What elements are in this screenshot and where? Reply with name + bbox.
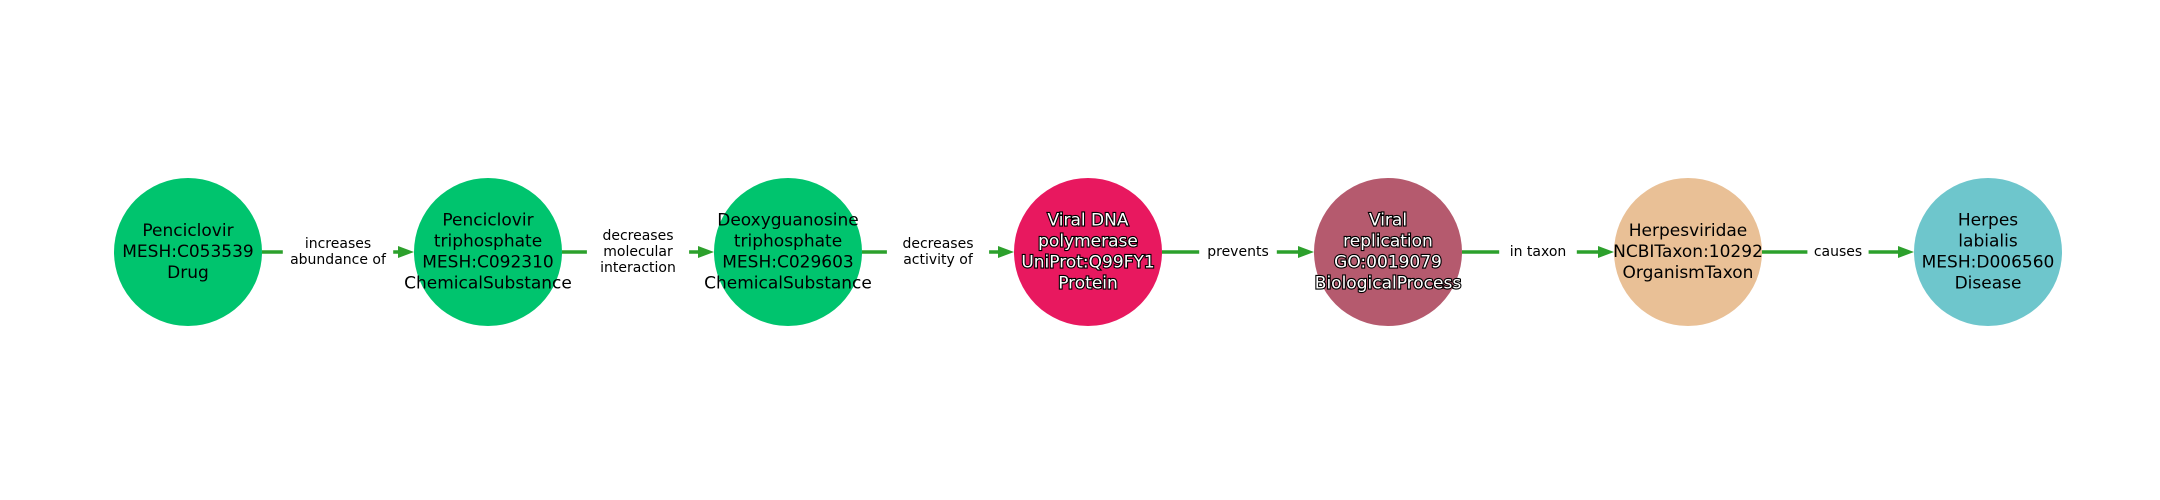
node-label-line: polymerase [1038,232,1138,252]
edge-label-line: prevents [1207,244,1269,260]
node-label-line: Penciclovir [142,221,233,241]
edge-arrowhead [1898,246,1914,258]
edge-label-line: molecular [603,244,673,260]
node-label-line: ChemicalSubstance [404,274,572,294]
node-label-line: NCBITaxon:10292 [1613,242,1763,262]
edge-label-line: increases [305,236,371,252]
node-label-line: Drug [167,263,209,283]
edge-label-line: activity of [903,252,974,268]
node-label-line: labialis [1958,232,2018,252]
node-label-line: OrganismTaxon [1623,263,1754,283]
node-label-line: Penciclovir [442,211,533,231]
edge-arrowhead [698,246,714,258]
node-label-line: UniProt:Q99FY1 [1021,253,1154,273]
edge-3: prevents [1162,241,1314,263]
node-label-line: MESH:C053539 [122,242,253,262]
edge-label-line: decreases [902,236,973,252]
node-label-line: triphosphate [434,232,542,252]
node-viral-replication[interactable]: ViralreplicationGO:0019079BiologicalProc… [1314,178,1462,326]
node-penciclovir-triphosphate[interactable]: PenciclovirtriphosphateMESH:C092310Chemi… [404,178,572,326]
edge-arrowhead [998,246,1014,258]
node-label-line: GO:0019079 [1334,253,1442,273]
node-label-line: MESH:C029603 [722,253,853,273]
edge-label-line: decreases [602,228,673,244]
node-deoxyguanosine-triphosphate[interactable]: DeoxyguanosinetriphosphateMESH:C029603Ch… [704,178,872,326]
node-herpesviridae[interactable]: HerpesviridaeNCBITaxon:10292OrganismTaxo… [1613,178,1763,326]
edge-arrowhead [398,246,414,258]
node-label-line: triphosphate [734,232,842,252]
edge-5: causes [1762,241,1914,263]
edge-4: in taxon [1462,241,1614,263]
node-label-line: Disease [1955,274,2022,294]
node-label-line: Herpes [1958,211,2018,231]
node-label-line: BiologicalProcess [1315,274,1462,294]
node-label-line: Protein [1058,274,1118,294]
edge-label-line: in taxon [1510,244,1567,260]
node-label-line: MESH:D006560 [1922,253,2055,273]
node-label-line: Herpesviridae [1629,221,1748,241]
node-label-line: Deoxyguanosine [717,211,859,231]
node-label-line: ChemicalSubstance [704,274,872,294]
edge-label-line: causes [1814,244,1862,260]
node-label-line: replication [1343,232,1433,252]
edge-label-line: abundance of [290,252,387,268]
edge-arrowhead [1298,246,1314,258]
edge-arrowhead [1598,246,1614,258]
node-label-line: Viral DNA [1048,211,1129,231]
edge-label-line: interaction [600,260,676,276]
node-label-line: MESH:C092310 [422,253,553,273]
node-label-line: Viral [1369,211,1407,231]
